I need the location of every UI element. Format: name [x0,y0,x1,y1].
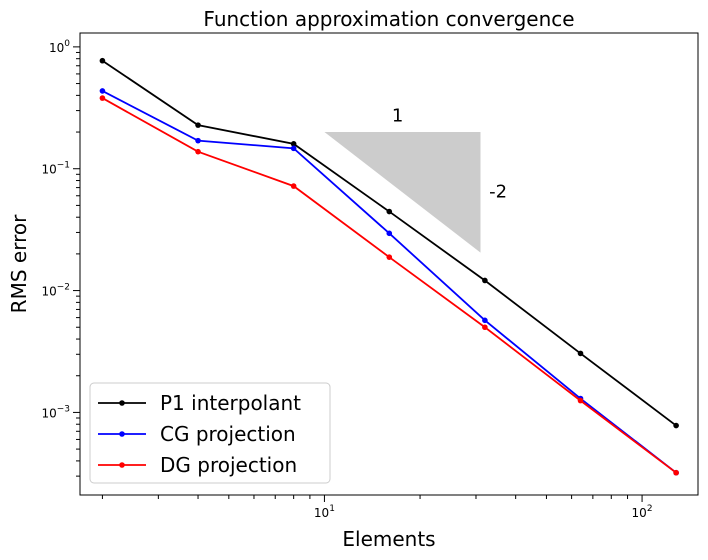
y-tick-label: 10−3 [41,404,70,420]
slope-triangle [324,132,481,253]
data-point [99,95,106,101]
plot-frame [79,32,699,496]
legend-marker [119,400,125,406]
legend-marker [119,462,125,468]
y-tick-label: 100 [49,39,70,55]
y-tick-label: 10−1 [41,161,70,177]
data-point [482,317,488,324]
x-tick-label: 102 [632,504,653,520]
legend-box [89,382,331,484]
chart-title: Function approximation convergence [203,7,574,31]
legend-label: CG projection [160,422,296,446]
data-point [673,422,679,429]
data-point [673,469,679,476]
x-tick-label: 101 [314,504,335,520]
series-p1-interpolant [99,57,679,429]
legend-label: DG projection [160,453,297,477]
slope-run-label: 1 [392,105,403,126]
data-point [577,350,584,357]
legend: P1 interpolant CG projection DG projection [89,382,331,484]
data-point [290,145,297,152]
data-point [290,141,297,147]
slope-rise-label: -2 [489,182,507,203]
data-point [386,230,393,237]
data-point [482,324,488,331]
data-point [99,57,106,64]
data-point [482,277,488,284]
data-point [195,148,201,155]
series-dg-projection [99,95,679,476]
data-point [577,397,584,404]
y-axis-label: RMS error [7,214,31,313]
series-layer [99,57,679,476]
data-point [195,122,201,128]
data-point [386,208,393,215]
data-point [290,183,297,189]
data-point [99,88,106,94]
slope-triangle-layer: 1 -2 [324,105,507,253]
data-point [386,254,393,260]
data-point [195,137,201,144]
axis-layer: 101 102 10−3 10−2 10−1 100 [41,32,699,520]
legend-label: P1 interpolant [160,391,301,415]
legend-marker [119,431,125,437]
y-tick-label: 10−2 [41,283,70,299]
x-axis-label: Elements [342,527,435,551]
